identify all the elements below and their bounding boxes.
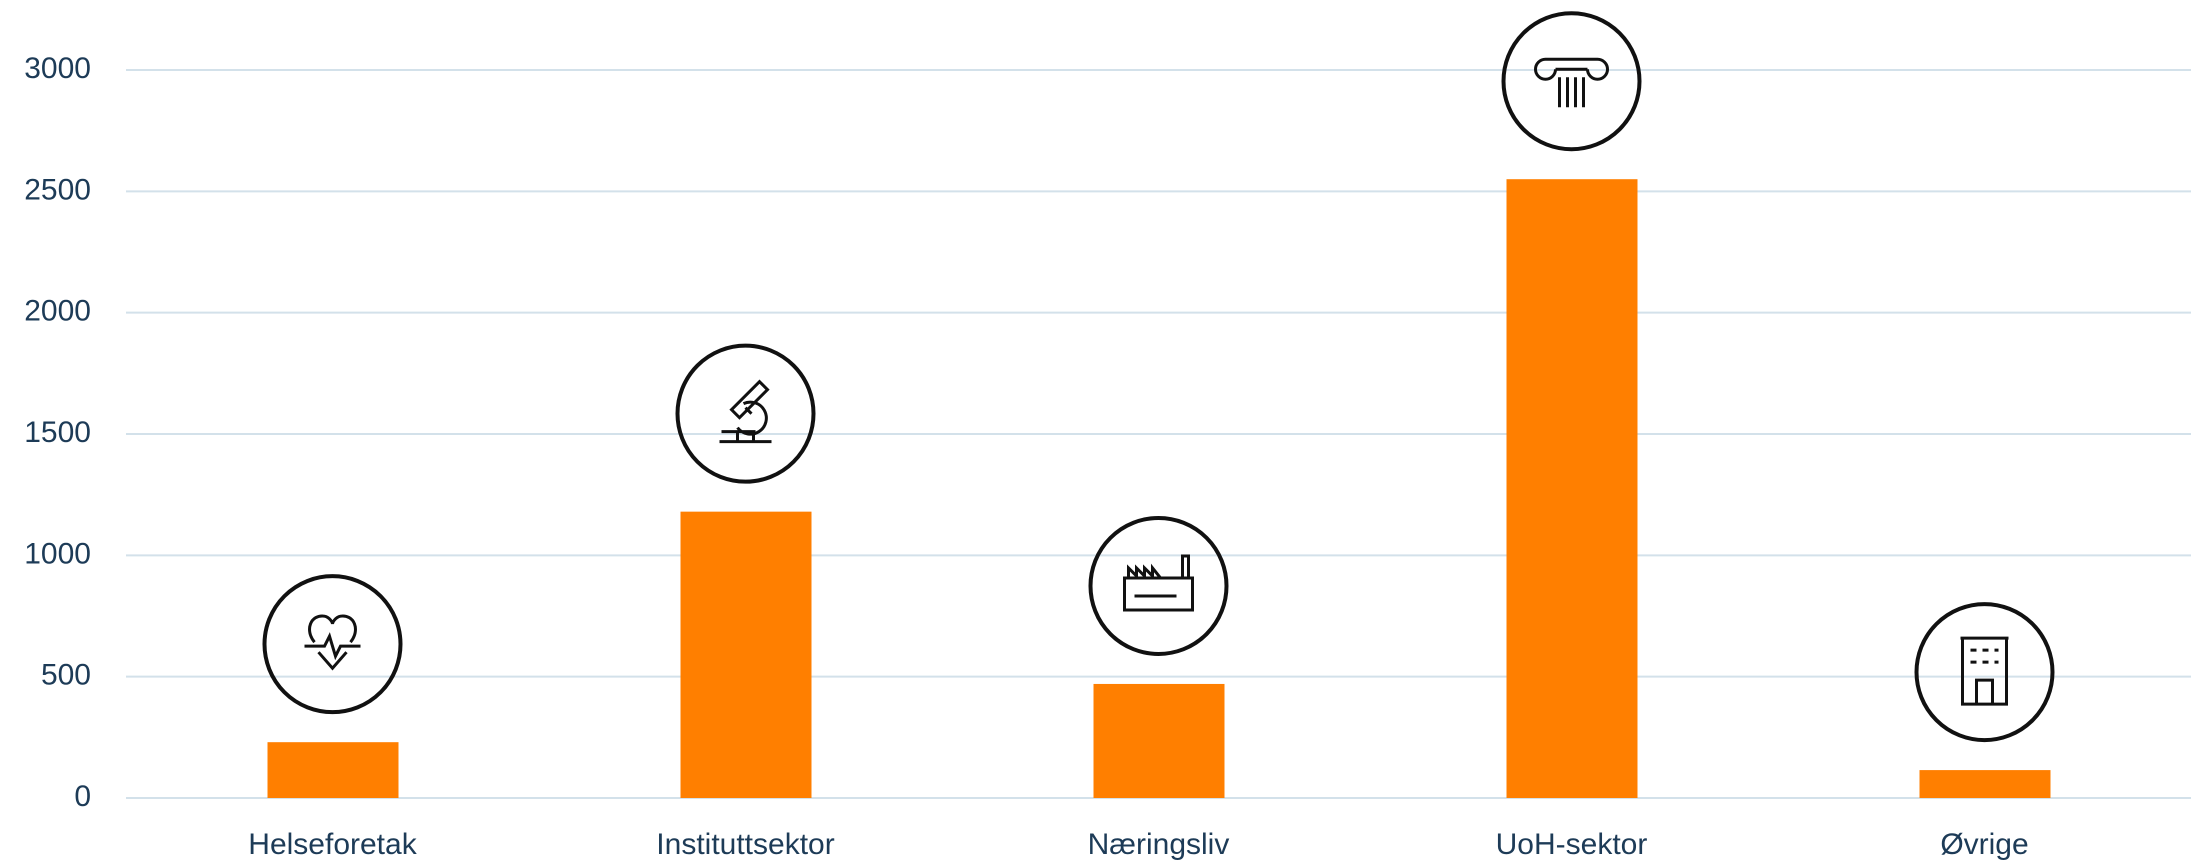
icon (262, 574, 403, 715)
x-tick-label: Instituttsektor (656, 828, 834, 861)
y-tick-label: 2000 (24, 295, 91, 328)
icon-glyph (304, 614, 361, 671)
icon-glyph (1960, 636, 2009, 706)
y-tick-label: 0 (74, 780, 91, 813)
x-tick-label: Næringsliv (1088, 828, 1230, 861)
bar (1093, 683, 1225, 798)
x-tick-label: Øvrige (1940, 828, 2028, 861)
icon-glyph (719, 379, 772, 444)
bar (1506, 179, 1638, 798)
icon-circle (1088, 515, 1229, 656)
bar (1919, 770, 2051, 798)
x-tick-label: UoH-sektor (1496, 828, 1648, 861)
y-tick-label: 500 (41, 659, 91, 692)
icon (1501, 11, 1642, 152)
icon-circle (675, 343, 816, 484)
bar (267, 742, 399, 798)
icon (1088, 515, 1229, 656)
y-tick-label: 1500 (24, 416, 91, 449)
y-tick-label: 2500 (24, 173, 91, 206)
x-tick-label: Helseforetak (248, 828, 417, 861)
y-tick-label: 1000 (24, 537, 91, 570)
bar (680, 511, 812, 798)
icon (1914, 602, 2055, 743)
icon-circle (1501, 11, 1642, 152)
icon-glyph (1123, 554, 1194, 612)
y-tick-label: 3000 (24, 52, 91, 85)
icon (675, 343, 816, 484)
icon-circle (1914, 602, 2055, 743)
icon-glyph (1534, 57, 1609, 108)
icon-circle (262, 574, 403, 715)
